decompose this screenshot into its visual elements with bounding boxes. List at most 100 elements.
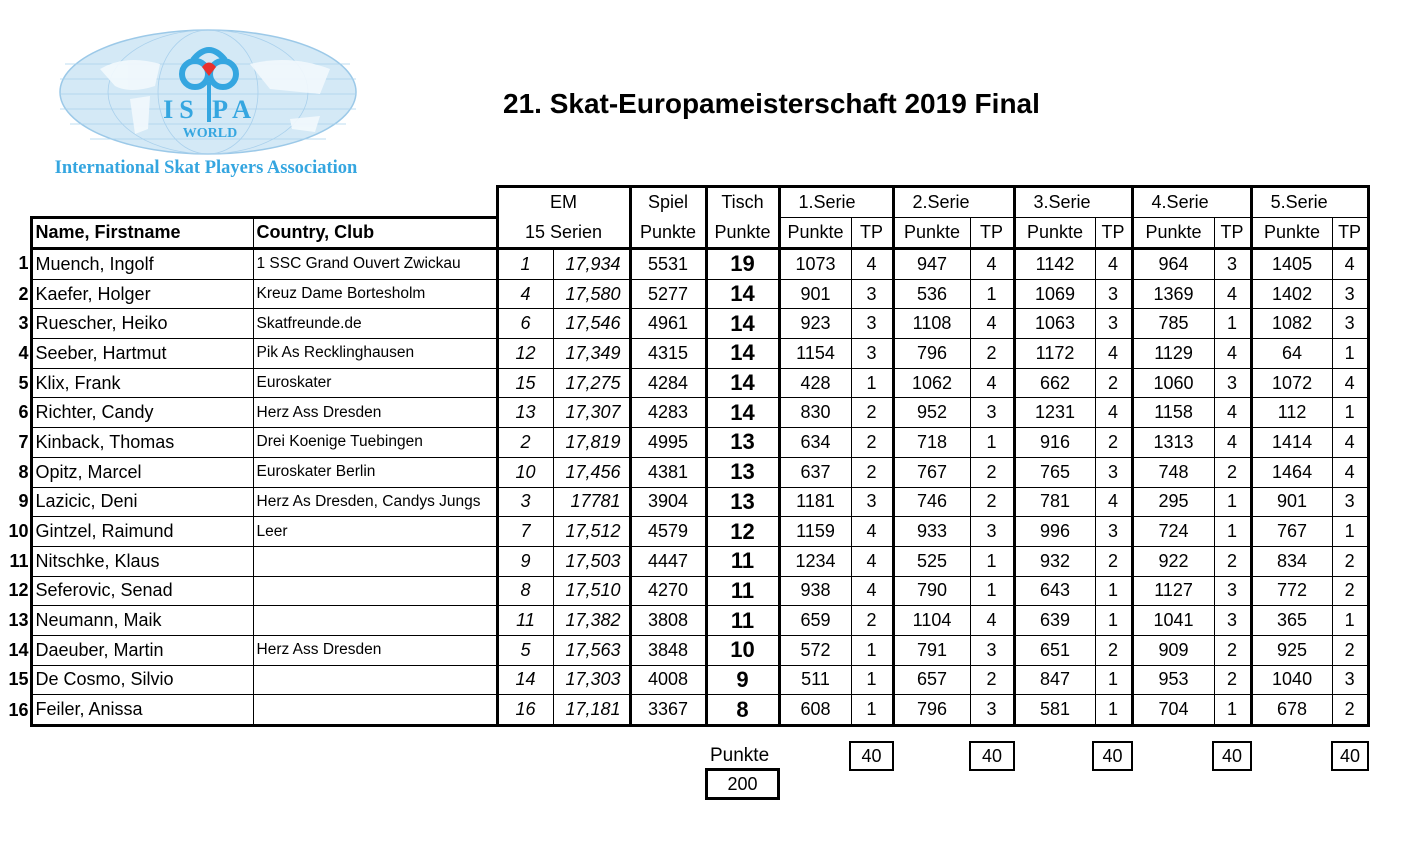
player-club	[252, 605, 499, 636]
place-number: 13	[8, 610, 29, 631]
footer-series-4-tp: 40	[1212, 741, 1252, 771]
player-club	[252, 545, 499, 577]
series-2-points: 947	[891, 248, 971, 280]
series-2-tp: 2	[969, 486, 1015, 518]
header-row-1: EM Spiel Tisch 1.Serie 2.Serie 3.Serie 4…	[0, 185, 1370, 218]
tisch-punkte: 14	[704, 278, 780, 310]
place-number: 14	[8, 639, 29, 660]
series-5-points: 901	[1249, 486, 1333, 518]
tisch-punkte: 13	[704, 456, 780, 488]
logo-text: IS PA	[163, 95, 257, 124]
series-3-tp: 1	[1094, 694, 1133, 727]
series-4-tp: 4	[1213, 397, 1252, 429]
tisch-punkte: 12	[704, 516, 780, 547]
place-number: 4	[18, 342, 29, 363]
series-2-tp: 2	[969, 664, 1015, 696]
series-5-tp: 2	[1331, 545, 1370, 577]
series-3-points: 643	[1012, 575, 1096, 607]
series-3-points: 781	[1012, 486, 1096, 518]
series-tp-header: TP	[1331, 216, 1370, 250]
series-5-tp: 2	[1331, 634, 1370, 666]
spiel-punkte: 5277	[628, 278, 707, 310]
series-4-points: 295	[1130, 486, 1215, 518]
em-score: 17,934	[552, 248, 631, 280]
series-5-tp: 2	[1331, 575, 1370, 607]
series-1-tp: 3	[850, 486, 894, 518]
series-4-points: 704	[1130, 694, 1215, 727]
footer-total-box: 200	[705, 768, 780, 800]
em-score: 17,503	[552, 545, 631, 577]
series-4-tp: 2	[1213, 545, 1252, 577]
series-2-points: 746	[891, 486, 971, 518]
series-1-tp: 2	[850, 456, 894, 488]
series-2-header: 2.Serie	[891, 185, 1015, 218]
series-1-points: 572	[777, 634, 852, 666]
series-4-points: 785	[1130, 308, 1215, 340]
place-number: 12	[8, 580, 29, 601]
em-rank: 5	[495, 634, 554, 666]
tisch-punkte: 13	[704, 486, 780, 518]
series-5-tp: 4	[1331, 427, 1370, 458]
series-4-tp: 3	[1213, 367, 1252, 399]
series-3-tp: 3	[1094, 456, 1133, 488]
series-5-points: 1072	[1249, 367, 1333, 399]
tisch-header: Tisch	[704, 185, 780, 217]
series-5-points: 1082	[1249, 308, 1333, 340]
series-5-tp: 3	[1331, 308, 1370, 340]
series-3-points: 932	[1012, 545, 1096, 577]
em-rank: 15	[495, 367, 554, 399]
series-1-points: 659	[777, 605, 852, 636]
series-2-points: 791	[891, 634, 971, 666]
series-3-points: 996	[1012, 516, 1096, 547]
series-4-points: 724	[1130, 516, 1215, 547]
table-row: 5 Klix, Frank Euroskater 15 17,275 4284 14 428 1…	[0, 367, 1370, 399]
table-row: 9 Lazicic, Deni Herz As Dresden, Candys Ju…	[0, 486, 1370, 518]
series-2-tp: 1	[969, 575, 1015, 607]
table-row: 14 Daeuber, Martin Herz Ass Dresden 5 17,563…	[0, 634, 1370, 666]
series-3-tp: 2	[1094, 367, 1133, 399]
player-name: Kinback, Thomas	[29, 427, 254, 458]
player-name: Feiler, Anissa	[29, 694, 254, 727]
series-3-points: 847	[1012, 664, 1096, 696]
series-3-tp: 4	[1094, 338, 1133, 369]
em-score: 17,382	[552, 605, 631, 636]
series-5-points: 1464	[1249, 456, 1333, 488]
series-1-tp: 1	[850, 634, 894, 666]
player-name: Nitschke, Klaus	[29, 545, 254, 577]
series-5-points: 678	[1249, 694, 1333, 727]
em-rank: 9	[495, 545, 554, 577]
series-2-tp: 3	[969, 516, 1015, 547]
em-score: 17,563	[552, 634, 631, 666]
table-row: 3 Ruescher, Heiko Skatfreunde.de 6 17,546 496…	[0, 308, 1370, 340]
series-3-points: 916	[1012, 427, 1096, 458]
player-name: Richter, Candy	[29, 397, 254, 429]
spiel-punkte: 3808	[628, 605, 707, 636]
results-table: EM Spiel Tisch 1.Serie 2.Serie 3.Serie 4…	[0, 185, 1370, 727]
tisch-punkte: 11	[704, 605, 780, 636]
series-5-tp: 1	[1331, 605, 1370, 636]
player-name: Daeuber, Martin	[29, 634, 254, 666]
series-points-header: Punkte	[891, 216, 971, 250]
em-score: 17,275	[552, 367, 631, 399]
em-rank: 2	[495, 427, 554, 458]
footer-series-1-tp: 40	[849, 741, 894, 771]
spiel-subheader: Punkte	[628, 217, 707, 250]
series-5-tp: 3	[1331, 486, 1370, 518]
org-name: International Skat Players Association	[55, 158, 358, 178]
series-4-tp: 4	[1213, 278, 1252, 310]
series-1-points: 511	[777, 664, 852, 696]
table-row: 13 Neumann, Maik 11 17,382 3808 11 659 2 1104 4 63…	[0, 605, 1370, 636]
spiel-punkte: 4008	[628, 664, 707, 696]
series-5-tp: 3	[1331, 278, 1370, 310]
series-points-header: Punkte	[1012, 216, 1096, 250]
player-club: Euroskater Berlin	[252, 456, 499, 488]
table-row: 15 De Cosmo, Silvio 14 17,303 4008 9 511 1 657 2 8…	[0, 664, 1370, 696]
series-5-points: 767	[1249, 516, 1333, 547]
table-row: 4 Seeber, Hartmut Pik As Recklinghausen 12 1…	[0, 338, 1370, 369]
series-3-points: 1172	[1012, 338, 1096, 369]
series-1-points: 608	[777, 694, 852, 727]
series-5-tp: 3	[1331, 664, 1370, 696]
place-number: 9	[18, 491, 29, 512]
series-1-tp: 4	[850, 545, 894, 577]
series-3-points: 1231	[1012, 397, 1096, 429]
